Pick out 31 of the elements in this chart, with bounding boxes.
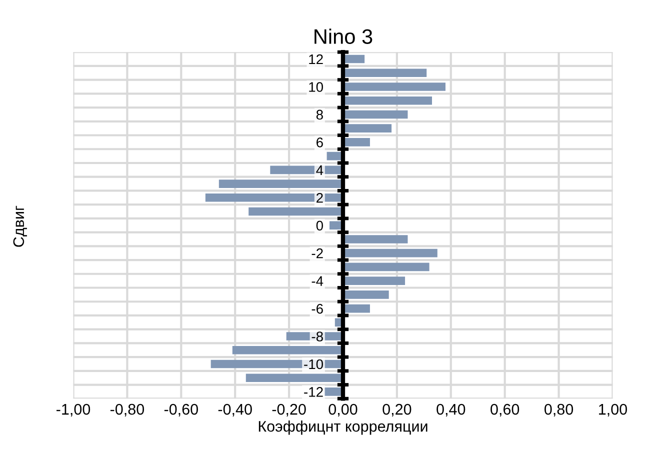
y-tick-label: 12 bbox=[309, 54, 323, 64]
x-tick-label: 0,60 bbox=[490, 404, 520, 417]
x-tick-label: 0,00 bbox=[328, 404, 358, 417]
x-tick-label: 0,20 bbox=[382, 404, 412, 417]
x-tick-label: -0,80 bbox=[110, 404, 144, 417]
y-axis-title: Сдвиг bbox=[13, 206, 27, 247]
x-tick-label: -0,20 bbox=[272, 404, 306, 417]
x-tick-label: -1,00 bbox=[56, 404, 90, 417]
y-tick-label: -12 bbox=[304, 387, 323, 397]
bar bbox=[248, 207, 343, 216]
y-tick-label: 10 bbox=[309, 82, 324, 92]
y-tick-label: -6 bbox=[312, 304, 323, 314]
bar bbox=[232, 346, 343, 354]
chart-title: Nino 3 bbox=[314, 28, 372, 44]
x-tick-label: 0,80 bbox=[544, 404, 574, 417]
y-tick-label: 0 bbox=[316, 220, 324, 231]
y-tick-label: 8 bbox=[316, 110, 323, 120]
y-tick-label: -10 bbox=[304, 359, 324, 370]
x-tick-label: 0,40 bbox=[436, 404, 466, 417]
y-tick-label: 6 bbox=[316, 138, 323, 148]
bar bbox=[246, 374, 343, 382]
x-tick-label: -0,60 bbox=[164, 404, 198, 417]
x-tick-label: 1,00 bbox=[599, 404, 627, 417]
bar bbox=[218, 180, 343, 188]
y-tick-label: -8 bbox=[312, 332, 323, 342]
x-axis-title: Коэффицнт корреляции bbox=[258, 420, 428, 435]
y-tick-label: -2 bbox=[312, 248, 323, 258]
x-tick-label: -0,40 bbox=[218, 404, 252, 417]
y-tick-label: 4 bbox=[316, 165, 324, 175]
y-tick-label: 2 bbox=[316, 192, 323, 203]
y-tick-label: -4 bbox=[312, 276, 324, 286]
